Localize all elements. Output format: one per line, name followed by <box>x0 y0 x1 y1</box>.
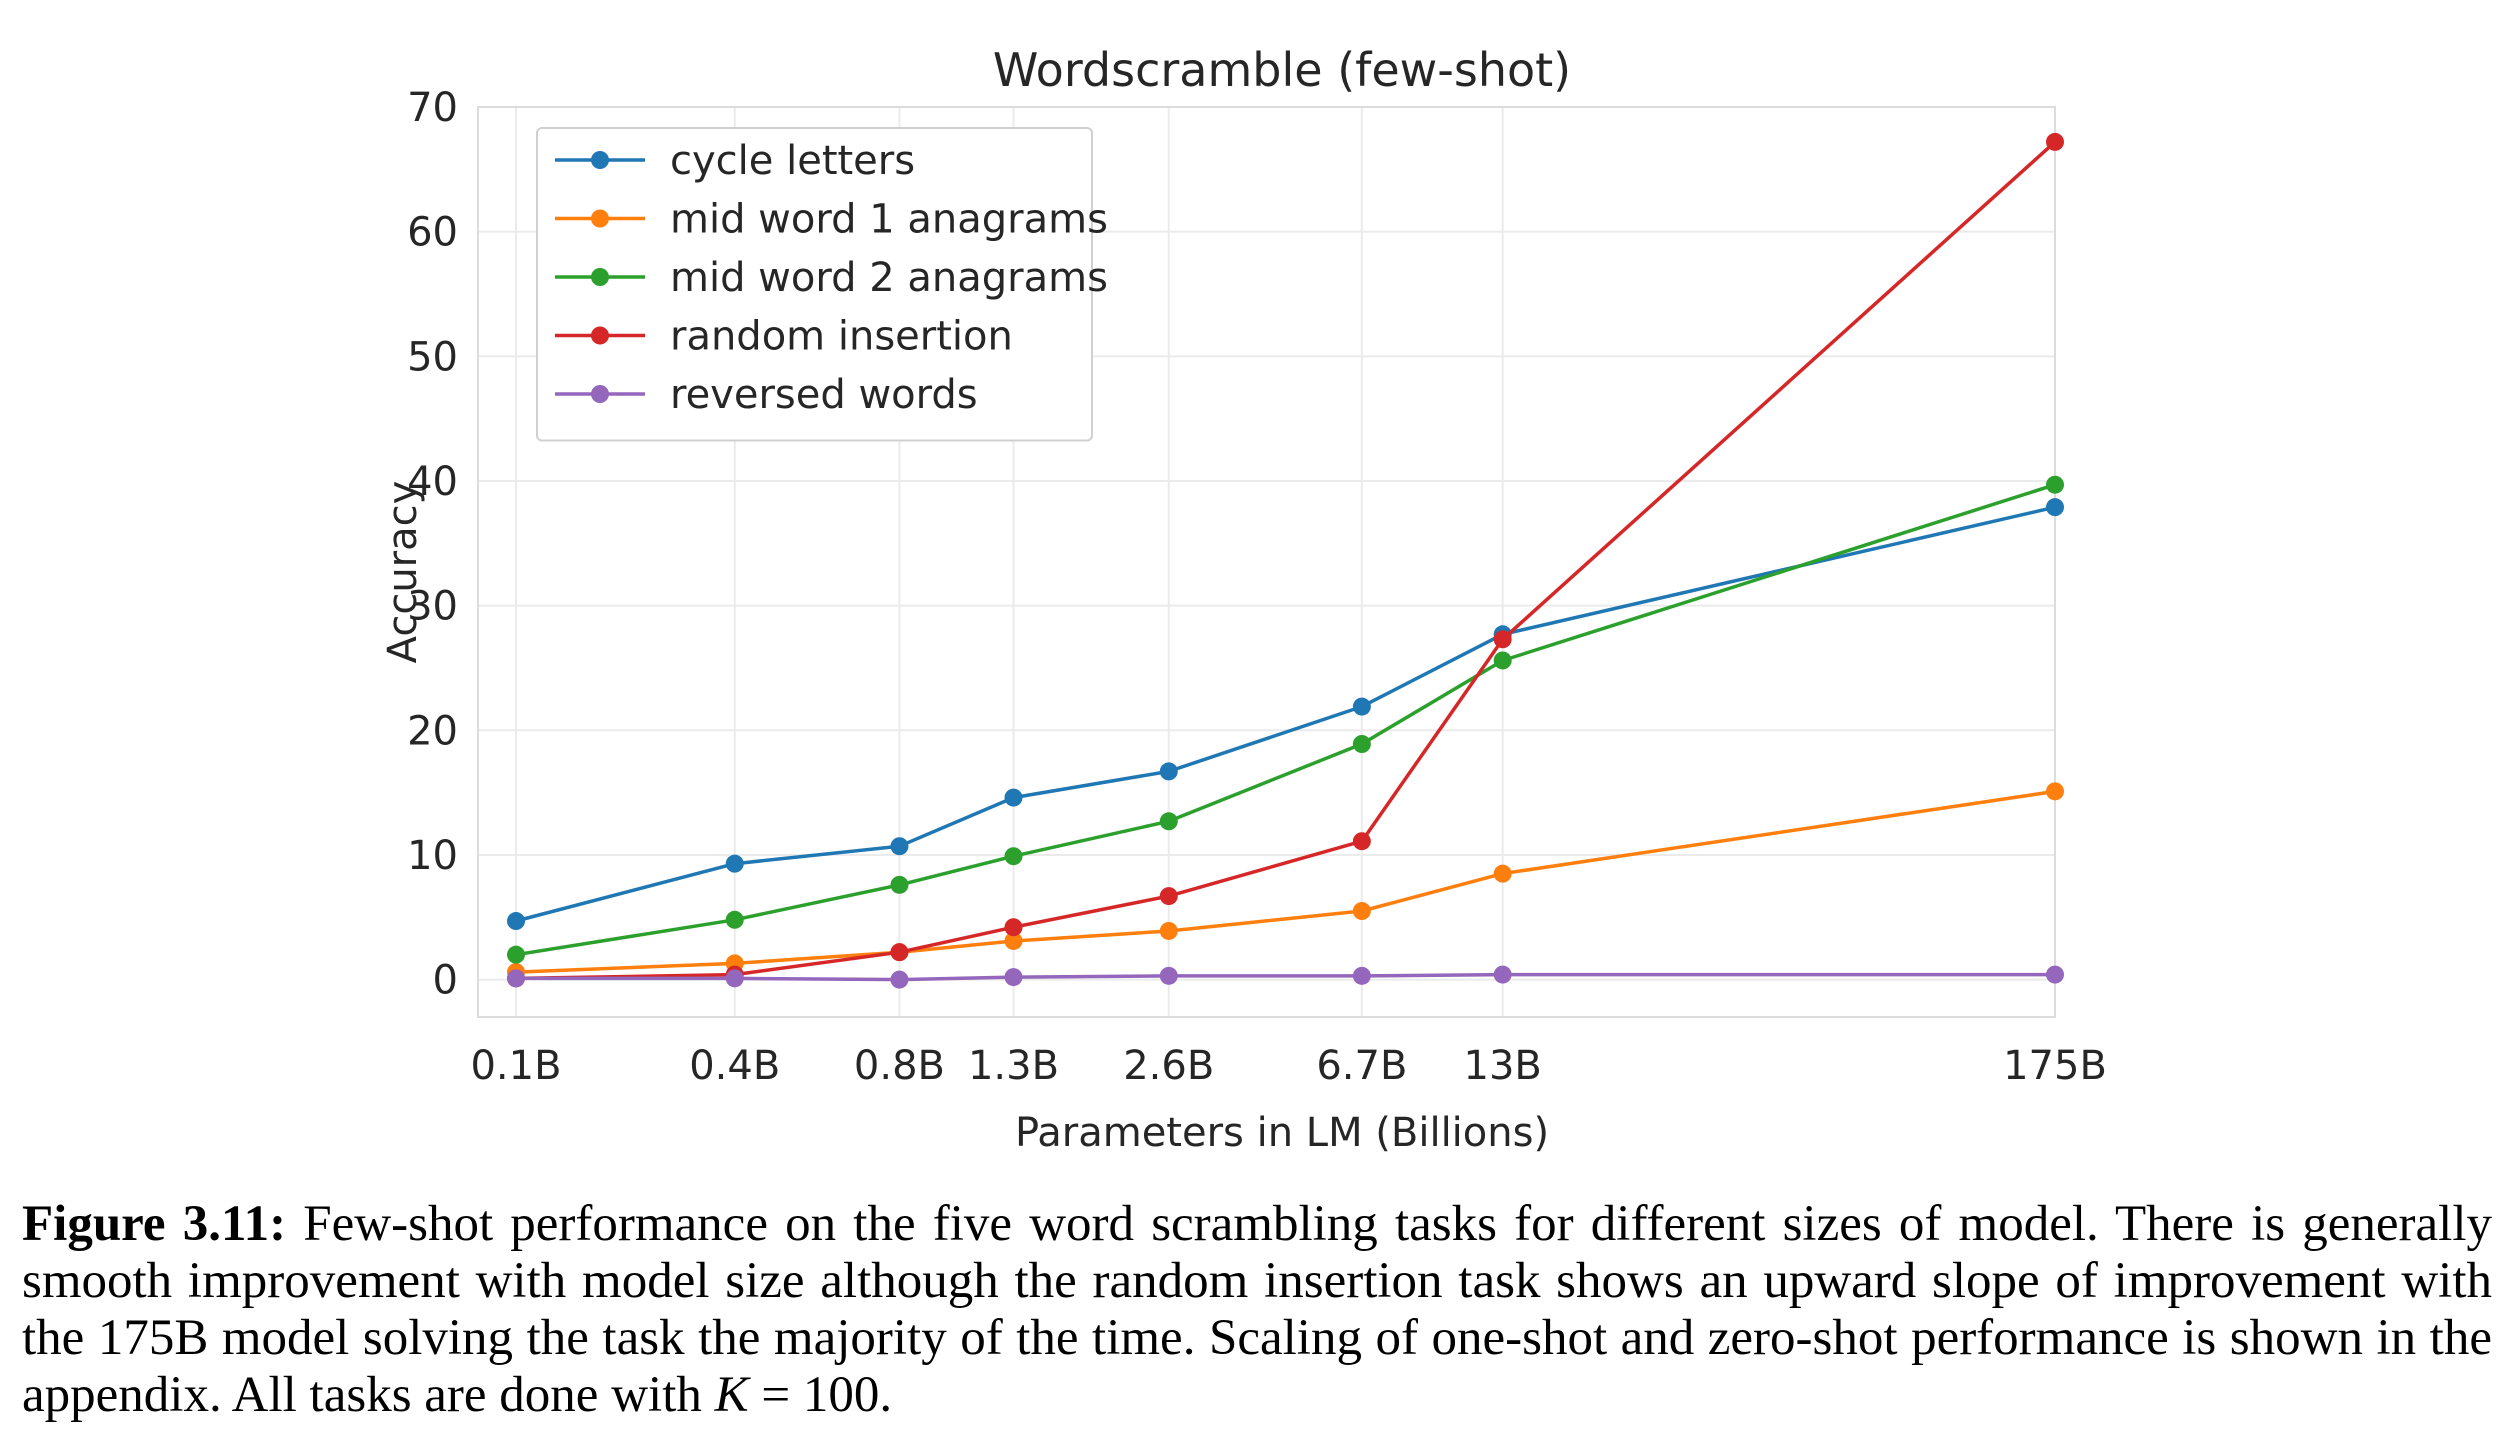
series-reversed-words <box>507 965 2064 989</box>
data-point <box>2046 132 2064 151</box>
caption-label: Figure 3.11: <box>22 1196 287 1252</box>
y-tick-label: 40 <box>407 459 458 505</box>
data-point <box>890 837 909 856</box>
data-point <box>1004 931 1023 950</box>
y-tick-label: 0 <box>433 958 458 1004</box>
data-point <box>890 943 909 962</box>
series-group <box>507 132 2064 989</box>
legend-entry: mid word 1 anagrams <box>555 197 1108 243</box>
data-point <box>1352 697 1371 716</box>
x-tick-label: 1.3B <box>968 1043 1059 1089</box>
x-tick-labels: 0.1B 0.4B 0.8B 1.3B 2.6B 6.7B 13B 175B <box>470 1043 2106 1089</box>
legend-label: mid word 2 anagrams <box>670 255 1108 301</box>
y-tick-label: 30 <box>407 584 458 630</box>
data-point <box>1493 630 1512 649</box>
data-point <box>1159 812 1178 831</box>
series-line <box>515 505 2056 923</box>
y-tick-label: 70 <box>407 85 458 131</box>
legend-dot-marker <box>591 151 609 169</box>
data-point <box>1493 651 1512 670</box>
plot-frame <box>477 106 2056 1018</box>
series-line <box>515 140 2057 981</box>
x-axis-label: Parameters in LM (Billions) <box>1015 1110 1549 1156</box>
x-tick-label: 6.7B <box>1316 1043 1407 1089</box>
legend-dot-marker <box>591 326 609 345</box>
data-point <box>1493 965 1512 984</box>
data-point <box>1352 735 1371 753</box>
data-point <box>2046 965 2064 984</box>
y-tick-labels: 0 10 20 30 40 50 60 70 <box>407 85 458 1004</box>
series-cycle-letters <box>507 498 2064 931</box>
legend-box <box>536 127 1093 442</box>
legend-label: random insertion <box>670 314 1013 360</box>
legend-label: reversed words <box>670 372 978 418</box>
data-point <box>725 854 744 873</box>
data-point <box>1159 762 1178 781</box>
data-point <box>1004 847 1023 866</box>
data-point <box>1159 921 1178 940</box>
x-tick-label: 0.4B <box>689 1043 780 1089</box>
y-tick-label: 10 <box>407 833 458 879</box>
data-point <box>507 945 525 964</box>
legend-entry: mid word 2 anagrams <box>555 255 1108 301</box>
data-point <box>1352 966 1371 985</box>
caption-text: Few-shot performance on the five word sc… <box>22 1196 2492 1423</box>
figure-caption: Figure 3.11: Few-shot performance on the… <box>22 1196 2492 1424</box>
chart-title: Wordscramble (few-shot) <box>993 43 1571 97</box>
data-point <box>1004 918 1023 937</box>
x-tick-label: 13B <box>1464 1043 1542 1089</box>
data-point <box>890 875 909 894</box>
series-mid-word-2-anagrams <box>507 475 2064 964</box>
legend-entry: reversed words <box>555 372 978 418</box>
data-point <box>507 969 525 988</box>
data-point <box>1159 887 1178 906</box>
legend-entry: cycle letters <box>555 138 915 184</box>
legend-label: cycle letters <box>670 138 915 184</box>
wordscramble-chart: 0 10 20 30 40 50 60 70 0.1B 0.4B 0.8B 1.3B 2.6B 6.7B… <box>380 43 2107 1156</box>
caption-math-rest: = 100 <box>748 1367 880 1423</box>
data-point <box>1493 864 1512 883</box>
plot-border <box>477 106 2056 1018</box>
y-tick-label: 60 <box>407 210 458 256</box>
data-point <box>890 970 909 989</box>
data-point <box>1004 788 1023 807</box>
legend-dot-marker <box>591 268 609 286</box>
legend-entry: random insertion <box>555 314 1013 360</box>
series-line <box>515 789 2056 974</box>
y-tick-label: 50 <box>407 334 458 380</box>
data-point <box>725 910 744 929</box>
caption-math-variable: K <box>714 1367 749 1423</box>
series-line <box>516 972 2055 982</box>
legend-dot-marker <box>591 385 609 403</box>
data-point <box>2046 475 2064 494</box>
x-tick-label: 0.8B <box>854 1043 945 1089</box>
y-axis-label: Accuracy <box>380 481 426 664</box>
data-point <box>1159 966 1178 985</box>
x-tick-label: 0.1B <box>470 1043 561 1089</box>
x-tick-label: 2.6B <box>1123 1043 1214 1089</box>
caption-math: K = 100 <box>715 1367 880 1423</box>
x-tick-label: 175B <box>2003 1043 2107 1089</box>
legend-dot-marker <box>591 209 609 228</box>
y-tick-label: 20 <box>407 708 458 754</box>
data-point <box>1004 968 1023 987</box>
legend: cycle letters mid word 1 anagrams mid word… <box>536 127 1108 442</box>
data-point <box>507 912 525 931</box>
series-mid-word-1-anagrams <box>507 782 2064 982</box>
data-point <box>1352 832 1371 851</box>
caption-end: . <box>879 1367 893 1423</box>
data-point <box>2046 498 2064 517</box>
data-point <box>2046 782 2064 801</box>
data-point <box>725 969 744 988</box>
series-line <box>515 483 2056 957</box>
legend-label: mid word 1 anagrams <box>670 197 1108 243</box>
data-point <box>1352 902 1371 921</box>
